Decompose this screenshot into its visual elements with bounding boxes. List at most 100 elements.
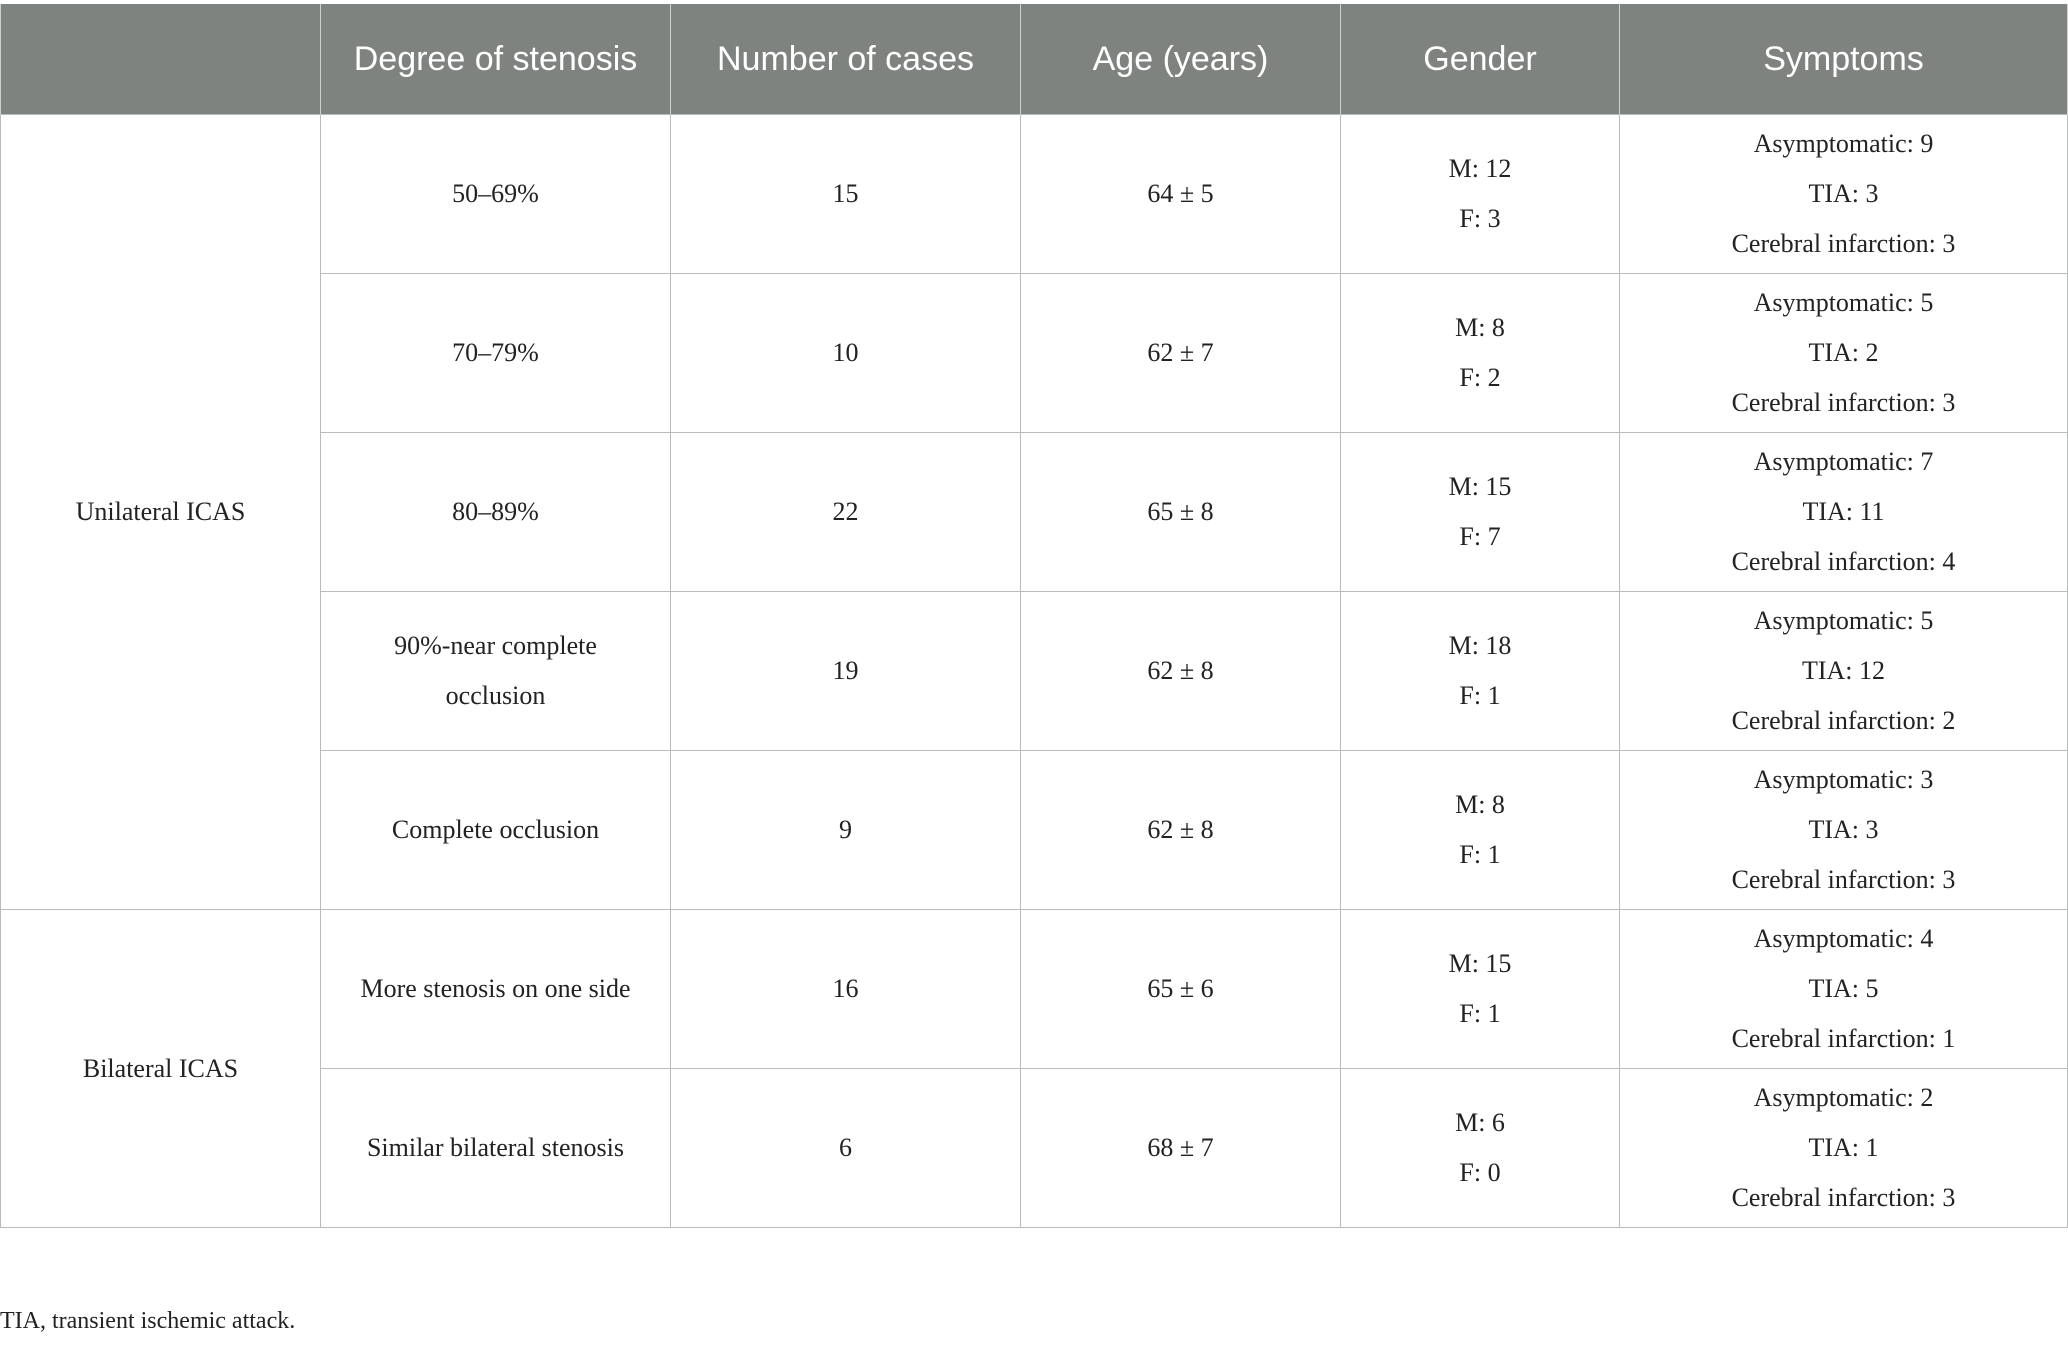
degree-line: 90%-near complete bbox=[394, 631, 597, 660]
symptoms-line: Cerebral infarction: 3 bbox=[1731, 865, 1956, 894]
cases-cell: 16 bbox=[670, 909, 1021, 1069]
cases-value: 10 bbox=[832, 338, 859, 367]
header-degree-line: stenosis bbox=[512, 40, 638, 78]
cases-value: 16 bbox=[832, 974, 859, 1003]
header-symptoms: Symptoms bbox=[1619, 4, 2068, 115]
degree-line: occlusion bbox=[445, 681, 546, 710]
symptoms-line: Asymptomatic: 3 bbox=[1753, 765, 1934, 794]
table-row: 80–89% 22 65 ± 8 M: 15 F: 7 Asymptomatic: 7 TI… bbox=[1, 432, 2068, 592]
gender-line: F: 7 bbox=[1459, 522, 1501, 551]
gender-line: F: 1 bbox=[1459, 681, 1501, 710]
symptoms-line: Asymptomatic: 7 bbox=[1753, 447, 1934, 476]
gender-line: F: 3 bbox=[1459, 204, 1501, 233]
age-value: 65 ± 8 bbox=[1147, 497, 1214, 526]
symptoms-line: Cerebral infarction: 3 bbox=[1731, 388, 1956, 417]
symptoms-line: TIA: 3 bbox=[1808, 815, 1879, 844]
cases-cell: 9 bbox=[670, 750, 1021, 910]
cases-cell: 22 bbox=[670, 432, 1021, 592]
symptoms-cell: Asymptomatic: 3 TIA: 3 Cerebral infarction… bbox=[1619, 750, 2068, 910]
gender-cell: M: 18 F: 1 bbox=[1340, 591, 1620, 751]
cases-cell: 6 bbox=[670, 1068, 1021, 1228]
symptoms-line: Asymptomatic: 9 bbox=[1753, 129, 1934, 158]
data-table: Degree of stenosis Number of cases Age (… bbox=[0, 4, 2068, 1228]
symptoms-line: Asymptomatic: 4 bbox=[1753, 924, 1934, 953]
degree-cell: 90%-near complete occlusion bbox=[320, 591, 671, 751]
symptoms-line: TIA: 2 bbox=[1808, 338, 1879, 367]
age-value: 62 ± 8 bbox=[1147, 656, 1214, 685]
gender-cell: M: 8 F: 1 bbox=[1340, 750, 1620, 910]
cases-value: 19 bbox=[832, 656, 859, 685]
header-age: Age (years) bbox=[1020, 4, 1341, 115]
age-cell: 68 ± 7 bbox=[1020, 1068, 1341, 1228]
gender-line: F: 0 bbox=[1459, 1158, 1501, 1187]
gender-line: M: 15 bbox=[1448, 472, 1512, 501]
symptoms-cell: Asymptomatic: 5 TIA: 2 Cerebral infarction… bbox=[1619, 273, 2068, 433]
degree-cell: Similar bilateral stenosis bbox=[320, 1068, 671, 1228]
table-container: Degree of stenosis Number of cases Age (… bbox=[0, 4, 2068, 1228]
cases-value: 9 bbox=[839, 815, 852, 844]
gender-line: M: 18 bbox=[1448, 631, 1512, 660]
cases-value: 6 bbox=[839, 1133, 852, 1162]
age-cell: 65 ± 6 bbox=[1020, 909, 1341, 1069]
degree-line: 50–69% bbox=[452, 179, 539, 208]
header-cases: Number of cases bbox=[670, 4, 1021, 115]
symptoms-cell: Asymptomatic: 4 TIA: 5 Cerebral infarction… bbox=[1619, 909, 2068, 1069]
age-cell: 62 ± 8 bbox=[1020, 750, 1341, 910]
symptoms-line: Cerebral infarction: 1 bbox=[1731, 1024, 1956, 1053]
symptoms-line: Asymptomatic: 2 bbox=[1753, 1083, 1934, 1112]
footnote: TIA, transient ischemic attack. bbox=[0, 1308, 296, 1334]
gender-line: F: 1 bbox=[1459, 999, 1501, 1028]
symptoms-line: Cerebral infarction: 4 bbox=[1731, 547, 1956, 576]
gender-cell: M: 8 F: 2 bbox=[1340, 273, 1620, 433]
header-gender: Gender bbox=[1340, 4, 1620, 115]
gender-line: M: 8 bbox=[1455, 790, 1505, 819]
gender-cell: M: 15 F: 1 bbox=[1340, 909, 1620, 1069]
header-group bbox=[0, 4, 321, 115]
gender-cell: M: 15 F: 7 bbox=[1340, 432, 1620, 592]
symptoms-cell: Asymptomatic: 7 TIA: 11 Cerebral infarctio… bbox=[1619, 432, 2068, 592]
symptoms-cell: Asymptomatic: 5 TIA: 12 Cerebral infarctio… bbox=[1619, 591, 2068, 751]
cases-cell: 15 bbox=[670, 114, 1021, 274]
header-degree: Degree of stenosis bbox=[320, 4, 671, 115]
symptoms-line: TIA: 1 bbox=[1808, 1133, 1879, 1162]
group-label-cell: Bilateral ICAS bbox=[0, 909, 321, 1228]
symptoms-line: Asymptomatic: 5 bbox=[1753, 606, 1934, 635]
table-row: Bilateral ICAS More stenosis on one side 1… bbox=[0, 909, 2068, 1228]
symptoms-line: Cerebral infarction: 3 bbox=[1731, 1183, 1956, 1212]
cases-value: 22 bbox=[832, 497, 859, 526]
degree-line: Complete occlusion bbox=[391, 815, 600, 844]
gender-line: M: 12 bbox=[1448, 154, 1512, 183]
symptoms-line: Cerebral infarction: 2 bbox=[1731, 706, 1956, 735]
table-body: Unilateral ICAS 50–69% 15 64 ± 5 M: 12 F: 3 As… bbox=[0, 114, 2068, 1228]
symptoms-line: Asymptomatic: 5 bbox=[1753, 288, 1934, 317]
cases-cell: 19 bbox=[670, 591, 1021, 751]
age-value: 64 ± 5 bbox=[1147, 179, 1214, 208]
age-cell: 65 ± 8 bbox=[1020, 432, 1341, 592]
degree-cell: More stenosis on one side bbox=[320, 909, 671, 1069]
cases-value: 15 bbox=[832, 179, 859, 208]
age-cell: 62 ± 7 bbox=[1020, 273, 1341, 433]
age-value: 62 ± 7 bbox=[1147, 338, 1214, 367]
degree-cell: Complete occlusion bbox=[320, 750, 671, 910]
age-cell: 64 ± 5 bbox=[1020, 114, 1341, 274]
symptoms-line: TIA: 5 bbox=[1808, 974, 1879, 1003]
symptoms-line: TIA: 12 bbox=[1801, 656, 1886, 685]
table-row: Complete occlusion 9 62 ± 8 M: 8 F: 1 Asympto… bbox=[1, 750, 2068, 910]
gender-line: F: 1 bbox=[1459, 840, 1501, 869]
degree-line: 70–79% bbox=[452, 338, 539, 367]
table-row: Similar bilateral stenosis 6 68 ± 7 M: 6 F: … bbox=[1, 1068, 2068, 1228]
degree-cell: 80–89% bbox=[320, 432, 671, 592]
symptoms-cell: Asymptomatic: 9 TIA: 3 Cerebral infarction… bbox=[1619, 114, 2068, 274]
gender-line: M: 15 bbox=[1448, 949, 1512, 978]
gender-line: M: 6 bbox=[1455, 1108, 1505, 1137]
age-value: 68 ± 7 bbox=[1147, 1133, 1214, 1162]
group-label-cell: Unilateral ICAS bbox=[0, 114, 321, 910]
symptoms-cell: Asymptomatic: 2 TIA: 1 Cerebral infarction… bbox=[1619, 1068, 2068, 1228]
header-row: Degree of stenosis Number of cases Age (… bbox=[0, 4, 2068, 115]
table-row: 90%-near complete occlusion 19 62 ± 8 M: 18 F… bbox=[1, 591, 2068, 751]
symptoms-line: Cerebral infarction: 3 bbox=[1731, 229, 1956, 258]
table-row: Unilateral ICAS 50–69% 15 64 ± 5 M: 12 F: 3 As… bbox=[0, 114, 2068, 910]
gender-cell: M: 12 F: 3 bbox=[1340, 114, 1620, 274]
age-cell: 62 ± 8 bbox=[1020, 591, 1341, 751]
degree-cell: 50–69% bbox=[320, 114, 671, 274]
